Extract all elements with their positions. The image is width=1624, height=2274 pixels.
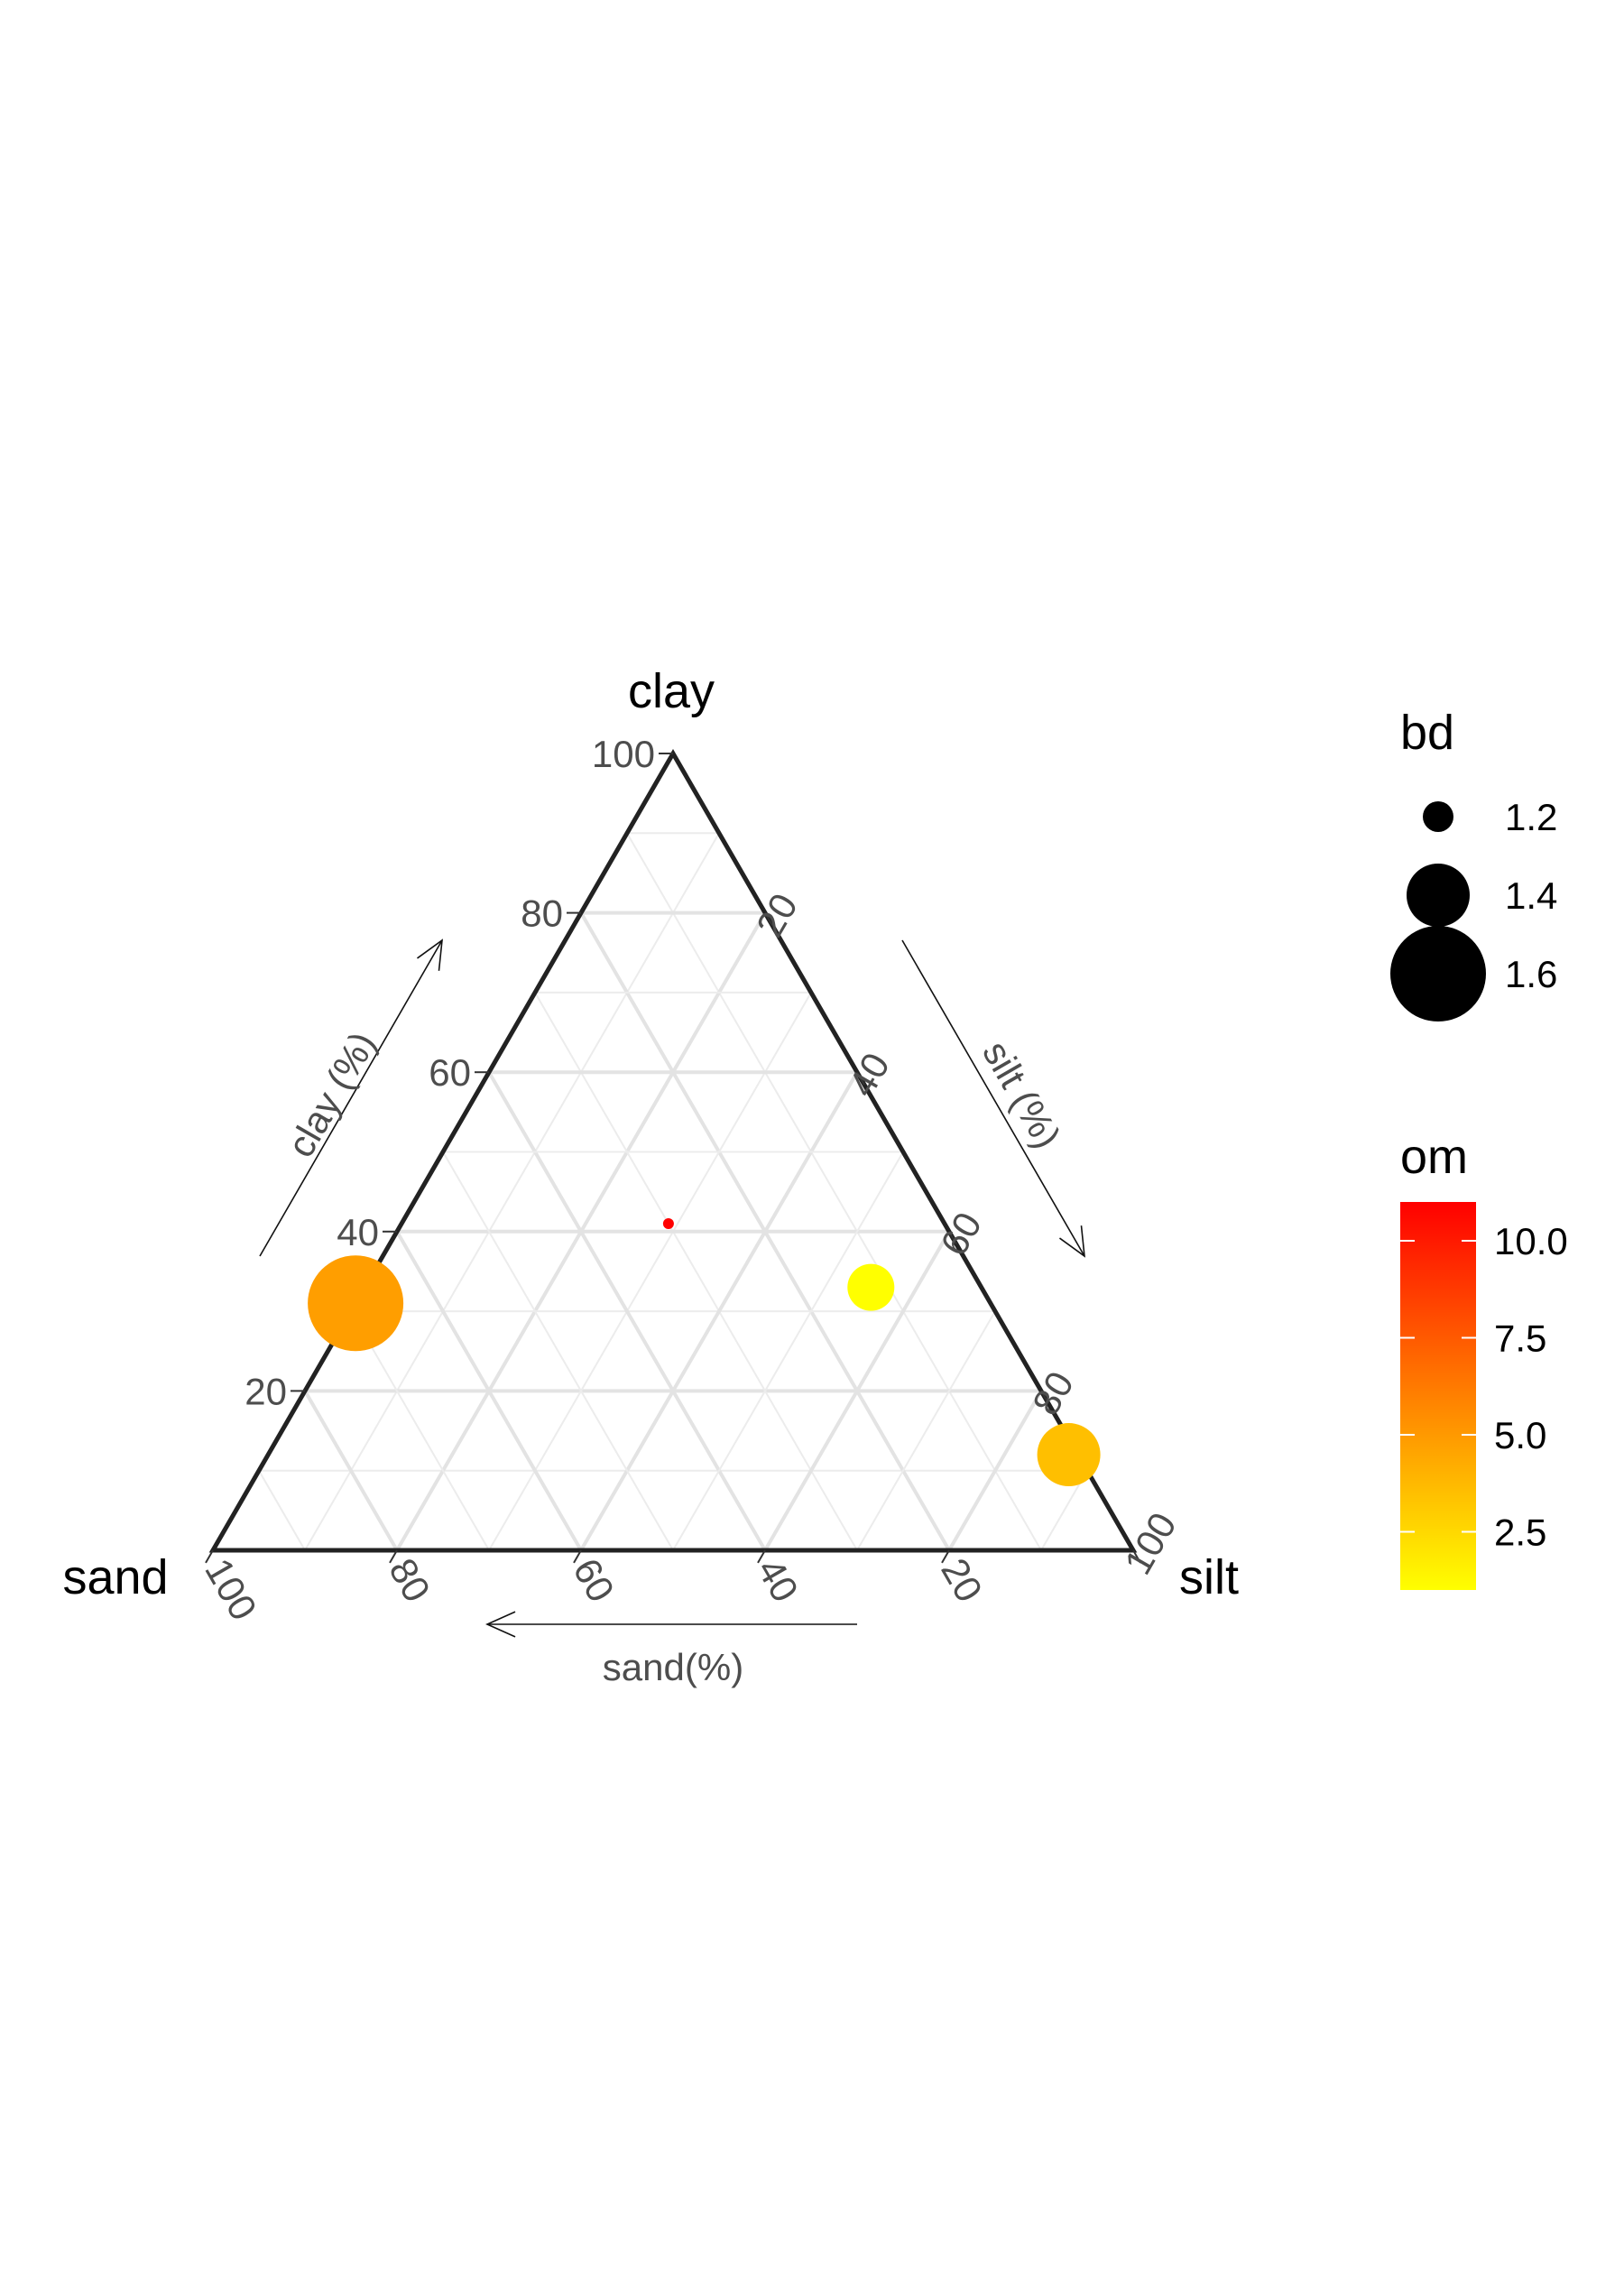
size-legend: bd 1.2 1.4 1.6	[1390, 706, 1557, 1021]
data-point	[308, 1255, 404, 1352]
size-legend-key	[1423, 801, 1453, 832]
clay-tick-label: 80	[521, 892, 563, 935]
grid-line-silt	[856, 1310, 996, 1551]
triangle-border	[208, 749, 1138, 1553]
sand-tick-mark	[205, 1549, 214, 1564]
grid-line-sand	[258, 1470, 306, 1551]
size-legend-label: 1.2	[1505, 796, 1557, 838]
grid-line-sand	[626, 832, 1042, 1551]
silt-tick-label: 100	[1116, 1505, 1185, 1581]
silt-arrow-line	[901, 939, 1085, 1257]
grid-line-silt	[488, 992, 812, 1551]
vertex-label-clay: clay	[628, 664, 715, 718]
color-legend-label: 5.0	[1494, 1414, 1546, 1456]
color-legend: om 10.0 7.5 5.0 2.5	[1400, 1130, 1568, 1590]
silt-tick-mark	[856, 1071, 865, 1086]
axis-title-silt: silt (%)	[974, 1033, 1069, 1155]
clay-arrow-line	[259, 939, 443, 1257]
silt-arrow-head	[1059, 1225, 1085, 1258]
grid-line-silt	[304, 832, 720, 1551]
color-legend-bar	[1400, 1202, 1476, 1590]
sand-tick-mark	[389, 1549, 398, 1564]
sand-tick-label: 100	[197, 1551, 265, 1627]
grid-line-sand	[350, 1310, 490, 1551]
axis-arrows	[259, 938, 1085, 1638]
clay-tick-label: 100	[592, 733, 655, 775]
silt-tick-mark	[1132, 1549, 1141, 1564]
ternary-frame	[208, 749, 1138, 1553]
sand-tick-label: 20	[933, 1551, 991, 1609]
sand-tick-label: 60	[565, 1551, 623, 1609]
sand-tick-label: 40	[749, 1551, 807, 1609]
sand-tick-mark	[573, 1549, 582, 1564]
grid-line-sand	[395, 1230, 583, 1552]
grid-line-silt	[672, 1151, 904, 1551]
data-point	[662, 1217, 674, 1229]
silt-tick-mark	[1040, 1390, 1049, 1404]
clay-arrow-head	[417, 938, 443, 971]
size-legend-key	[1407, 864, 1470, 927]
color-legend-label: 7.5	[1494, 1317, 1546, 1360]
vertex-label-silt: silt	[1179, 1550, 1239, 1604]
axis-title-clay: clay (%)	[279, 1024, 384, 1164]
size-legend-label: 1.6	[1505, 953, 1557, 995]
grid-line-silt	[763, 1230, 951, 1552]
clay-tick-label: 60	[429, 1051, 471, 1094]
vertex-label-sand: sand	[62, 1550, 168, 1604]
grid-line-sand	[442, 1151, 674, 1551]
data-point	[847, 1263, 895, 1311]
color-legend-label: 10.0	[1494, 1220, 1568, 1262]
size-legend-title: bd	[1400, 706, 1454, 760]
grid-line-sand	[303, 1390, 399, 1552]
data-point	[1037, 1423, 1101, 1487]
silt-tick-mark	[948, 1231, 957, 1245]
color-legend-title: om	[1400, 1130, 1468, 1184]
ternary-grid	[258, 832, 1088, 1552]
sand-tick-mark	[941, 1549, 950, 1564]
grid-line-silt	[947, 1390, 1043, 1552]
sand-arrow-head	[485, 1611, 516, 1638]
clay-tick-label: 20	[245, 1370, 287, 1412]
color-legend-label: 2.5	[1494, 1511, 1546, 1554]
axis-title-sand: sand(%)	[603, 1646, 743, 1688]
data-points	[308, 1217, 1101, 1487]
sand-tick-label: 80	[381, 1551, 438, 1609]
silt-tick-mark	[764, 912, 773, 927]
clay-tick-label: 40	[337, 1211, 379, 1253]
size-legend-key	[1390, 926, 1486, 1021]
size-legend-label: 1.4	[1505, 874, 1557, 917]
sand-tick-mark	[757, 1549, 766, 1564]
grid-line-sand	[534, 992, 858, 1551]
